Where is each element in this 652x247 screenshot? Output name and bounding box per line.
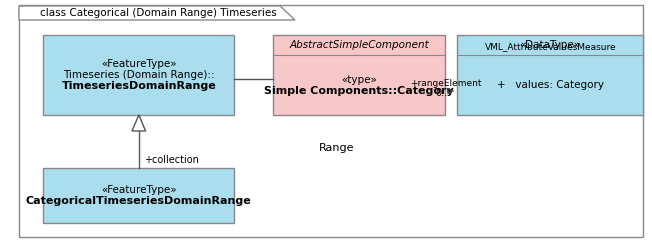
Text: CategoricalTimeseriesDomainRange: CategoricalTimeseriesDomainRange bbox=[26, 196, 252, 206]
Bar bbox=[44, 35, 234, 115]
Text: +   values: Category: + values: Category bbox=[497, 80, 604, 90]
Text: class Categorical (Domain Range) Timeseries: class Categorical (Domain Range) Timeser… bbox=[40, 8, 276, 18]
Text: VML_AttributeValuesMeasure: VML_AttributeValuesMeasure bbox=[484, 42, 616, 52]
Text: «type»: «type» bbox=[341, 75, 377, 84]
Bar bbox=[44, 168, 234, 223]
Polygon shape bbox=[132, 115, 145, 131]
Bar bbox=[273, 35, 445, 115]
Text: +rangeElement: +rangeElement bbox=[410, 79, 482, 87]
Text: +collection: +collection bbox=[143, 155, 199, 165]
Bar bbox=[457, 35, 643, 115]
Polygon shape bbox=[19, 6, 295, 20]
Text: TimeseriesDomainRange: TimeseriesDomainRange bbox=[61, 81, 216, 91]
Text: Range: Range bbox=[319, 143, 355, 153]
Text: 0..*: 0..* bbox=[435, 88, 452, 98]
Text: Timeseries (Domain Range)::: Timeseries (Domain Range):: bbox=[63, 70, 215, 80]
Text: «FeatureType»: «FeatureType» bbox=[101, 185, 177, 195]
Text: «FeatureType»: «FeatureType» bbox=[101, 59, 177, 69]
Text: «DataType»: «DataType» bbox=[520, 40, 581, 50]
Text: AbstractSimpleComponent: AbstractSimpleComponent bbox=[289, 40, 429, 50]
Text: Simple Components::Category: Simple Components::Category bbox=[264, 85, 454, 96]
